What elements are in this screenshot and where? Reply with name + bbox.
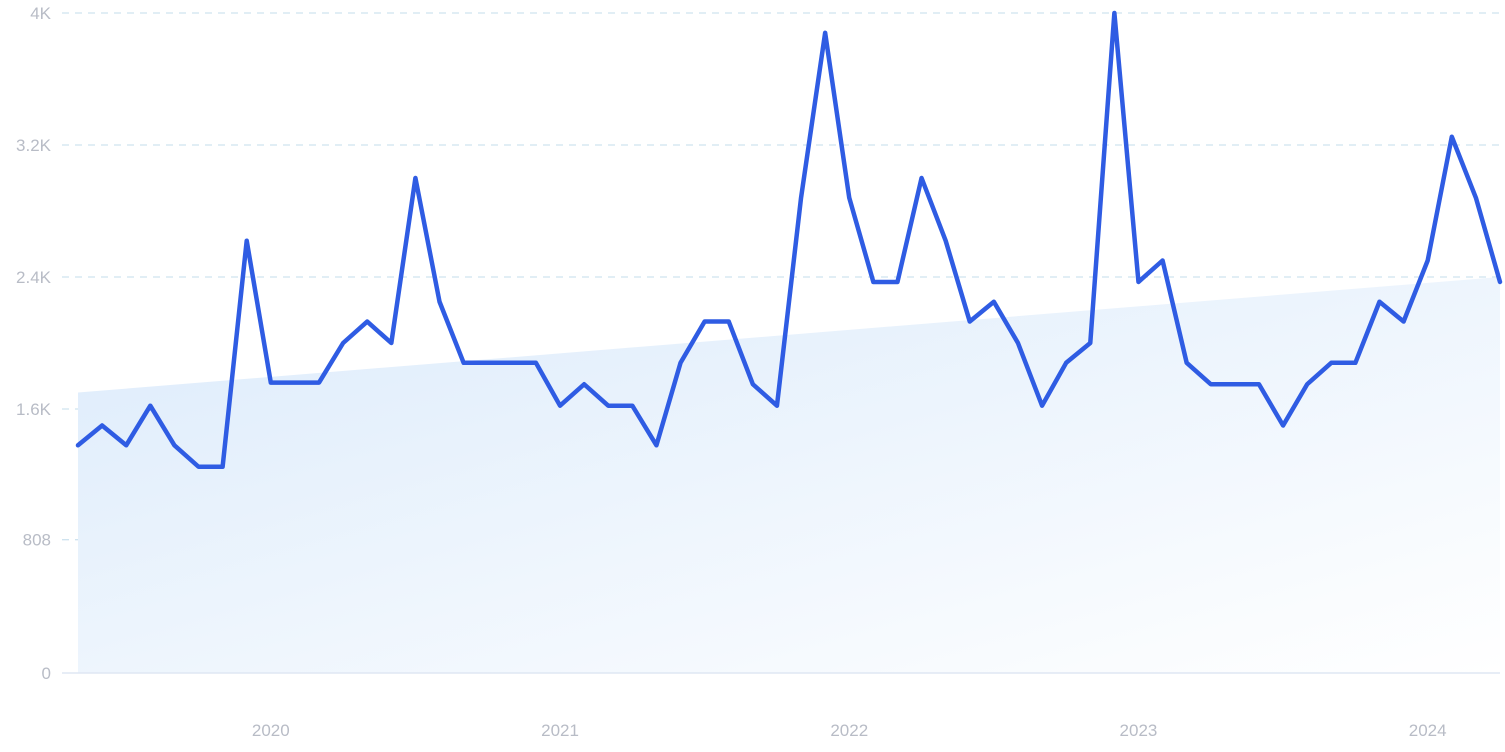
y-tick-label: 4K	[30, 4, 51, 23]
y-axis-ticks: 0 808 1.6K 2.4K 3.2K 4K	[16, 4, 52, 683]
series-line	[75, 10, 1503, 469]
x-axis-ticks: 2020 2021 2022 2023 2024	[252, 721, 1447, 740]
x-tick-label: 2021	[541, 721, 579, 740]
y-tick-label: 3.2K	[16, 136, 52, 155]
y-tick-label: 1.6K	[16, 400, 52, 419]
y-tick-label: 0	[42, 664, 51, 683]
x-tick-label: 2022	[830, 721, 868, 740]
y-tick-label: 808	[23, 531, 51, 550]
x-tick-label: 2020	[252, 721, 290, 740]
y-tick-label: 2.4K	[16, 268, 52, 287]
x-tick-label: 2023	[1120, 721, 1158, 740]
trend-area	[78, 277, 1500, 673]
x-tick-label: 2024	[1409, 721, 1447, 740]
